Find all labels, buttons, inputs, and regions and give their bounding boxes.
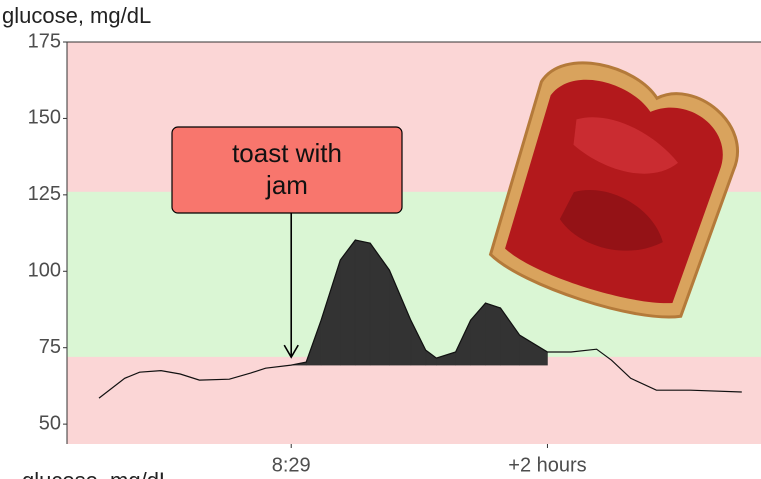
x-tick-label: 8:29: [272, 454, 311, 476]
y-tick-label: 75: [39, 336, 61, 358]
y-tick-label: 50: [39, 412, 61, 434]
x-tick-label: +2 hours: [508, 454, 586, 476]
y-axis-label: glucose, mg/dL: [2, 3, 151, 28]
footer-label: glucose, mg/dL: [22, 468, 171, 479]
annotation-text: toast with: [232, 138, 342, 168]
y-tick-label: 175: [28, 30, 61, 52]
annotation-text: jam: [265, 170, 308, 200]
glucose-area: [355, 240, 370, 365]
glucose-area: [486, 303, 501, 365]
y-tick-label: 125: [28, 183, 61, 205]
y-tick-label: 150: [28, 107, 61, 129]
glucose-area: [340, 240, 355, 365]
y-tick-label: 100: [28, 260, 61, 282]
chart: glucose, mg/dL glucose, mg/dL 50 75 100 125…: [0, 0, 761, 479]
